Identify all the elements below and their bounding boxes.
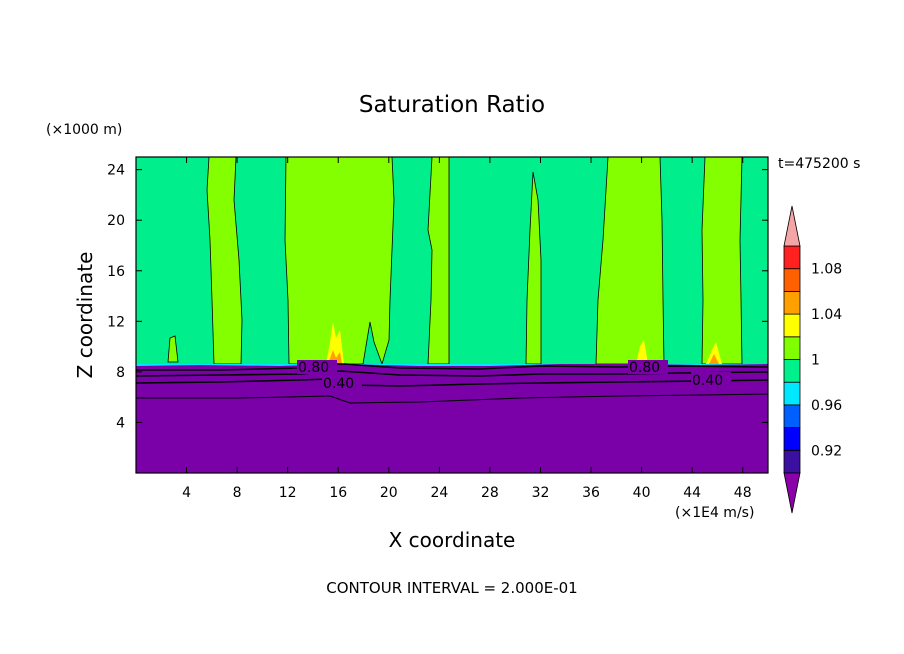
contour-line — [135, 378, 769, 387]
y-tick-label: 4 — [116, 415, 125, 431]
colorbar-segment — [783, 313, 801, 338]
colorbar-segment — [783, 381, 801, 406]
contour-label: 0.80 — [629, 360, 660, 376]
hotspot-orange — [709, 354, 719, 364]
x-unit-label: (×1E4 m/s) — [675, 505, 754, 521]
contour-label: 0.40 — [323, 376, 354, 392]
hotspot-yellow — [706, 342, 722, 364]
x-tick-label: 16 — [329, 485, 347, 501]
colorbar-segment — [783, 245, 801, 270]
colorbar-segment — [783, 268, 801, 292]
colorbar-label: 1.04 — [811, 307, 842, 323]
y-tick-label: 12 — [107, 314, 125, 330]
colorbar-label: 0.92 — [811, 443, 842, 459]
colorbar-label: 0.96 — [811, 398, 842, 414]
x-tick-label: 40 — [633, 485, 651, 501]
x-tick-label: 44 — [683, 485, 701, 501]
x-tick-label: 32 — [532, 485, 550, 501]
x-axis-title: X coordinate — [389, 528, 516, 552]
plot-frame — [135, 156, 769, 474]
x-tick-label: 48 — [734, 485, 752, 501]
contour-interval-note: CONTOUR INTERVAL = 2.000E-01 — [326, 579, 577, 597]
band-above-one — [701, 156, 743, 365]
y-tick-label: 24 — [107, 163, 125, 179]
label-bg — [297, 360, 337, 374]
y-axis-title: Z coordinate — [73, 252, 97, 379]
band-above-one — [427, 156, 450, 365]
y-tick-label: 20 — [107, 213, 125, 229]
label-bg — [628, 360, 668, 374]
band-above-one — [595, 156, 665, 365]
hotspot-yellow — [636, 340, 648, 364]
colorbar-segment — [783, 336, 801, 360]
y-tick-label: 8 — [116, 365, 125, 381]
label-bg — [691, 372, 731, 386]
band-above-one — [284, 156, 395, 366]
contour-label: 0.80 — [298, 360, 329, 376]
x-tick-label: 24 — [430, 485, 448, 501]
label-bg — [322, 375, 362, 389]
x-tick-label: 20 — [380, 485, 398, 501]
x-tick-label: 4 — [182, 485, 191, 501]
colorbar-high-arrow — [783, 205, 801, 247]
contour-label: 0.40 — [692, 373, 723, 389]
x-tick-label: 36 — [582, 485, 600, 501]
colorbar: 0.92 0.96 1 1.04 1.08 — [783, 205, 842, 514]
x-tick-label: 12 — [279, 485, 297, 501]
chart-title: Saturation Ratio — [359, 92, 545, 118]
time-label: t=475200 s — [778, 156, 860, 172]
colorbar-low-arrow — [783, 472, 801, 514]
contour-line — [136, 393, 769, 404]
x-axis: 4 8 12 16 20 24 28 32 36 40 44 48 — [182, 157, 752, 501]
colorbar-segment — [783, 290, 801, 315]
lower-layer — [136, 364, 768, 473]
colorbar-segment — [783, 449, 801, 474]
colorbar-segment — [783, 404, 801, 428]
band-above-one — [167, 335, 179, 363]
plot-area: 0.80 0.40 0.80 0.40 — [135, 156, 769, 474]
x-tick-label: 28 — [481, 485, 499, 501]
y-axis: 4 8 12 16 20 24 — [107, 163, 768, 431]
colorbar-segment — [783, 427, 801, 451]
y-tick-label: 16 — [107, 264, 125, 280]
x-tick-label: 8 — [233, 485, 242, 501]
colorbar-label: 1.08 — [811, 262, 842, 278]
colorbar-label: 1 — [811, 353, 820, 369]
y-unit-label: (×1000 m) — [46, 122, 122, 138]
colorbar-segment — [783, 359, 801, 383]
